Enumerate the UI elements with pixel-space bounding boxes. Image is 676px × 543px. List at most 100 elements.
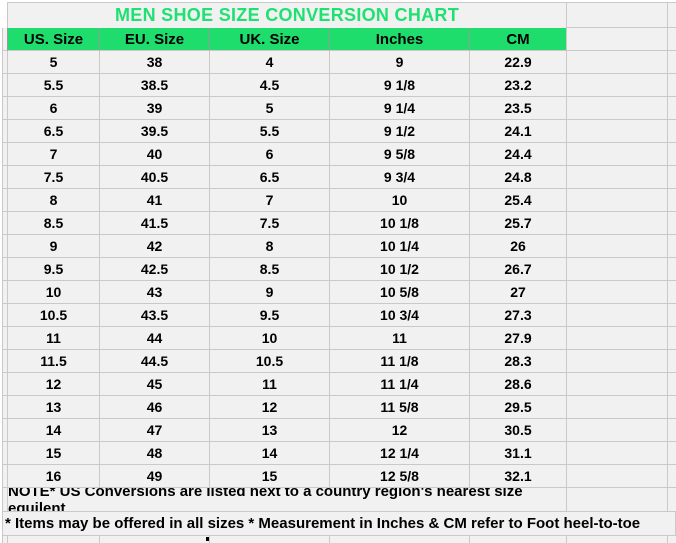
table-row: 6 39 5 9 1/4 23.5: [2, 97, 676, 120]
cell-cm: 26: [470, 235, 567, 258]
row-right-gutter: [668, 2, 676, 28]
cell-inches: 12: [330, 419, 470, 442]
note-text-2: * Items may be offered in all sizes * Me…: [2, 512, 676, 536]
cell-uk-size: 5: [210, 97, 330, 120]
table-row: 5 38 4 9 22.9: [2, 51, 676, 74]
row-left-gutter: [2, 304, 8, 327]
cell-inches: 9 1/2: [330, 120, 470, 143]
empty-cell: [567, 212, 668, 235]
cell-cm: 24.8: [470, 166, 567, 189]
empty-cell: [567, 281, 668, 304]
cell-cm: 28.6: [470, 373, 567, 396]
cell-eu-size: 42.5: [100, 258, 210, 281]
table-row: 9.5 42.5 8.5 10 1/2 26.7: [2, 258, 676, 281]
empty-cell: [567, 373, 668, 396]
table-body: 5 38 4 9 22.9 5.5 38.5 4.5 9 1/8 23.2 6 39 5 9 1/4 23.…: [2, 51, 676, 488]
row-left-gutter: [2, 396, 8, 419]
cell-us-size: 5.5: [8, 74, 100, 97]
cell-us-size: 11: [8, 327, 100, 350]
row-right-gutter: [668, 212, 676, 235]
row-left-gutter: [2, 120, 8, 143]
cell-cm: 31.1: [470, 442, 567, 465]
cell-uk-size: 12: [210, 396, 330, 419]
empty-cell: [567, 536, 668, 543]
row-right-gutter: [668, 419, 676, 442]
cell-uk-size: 10: [210, 327, 330, 350]
column-header-eu-size: EU. Size: [100, 28, 210, 51]
cell-eu-size: 46: [100, 396, 210, 419]
row-right-gutter: [668, 189, 676, 212]
table-row: 5.5 38.5 4.5 9 1/8 23.2: [2, 74, 676, 97]
cell-inches: 12 1/4: [330, 442, 470, 465]
table-header-row: US. Size EU. Size UK. Size Inches CM: [2, 28, 676, 51]
empty-cell: [210, 536, 330, 543]
table-row: 14 47 13 12 30.5: [2, 419, 676, 442]
column-header-uk-size: UK. Size: [210, 28, 330, 51]
empty-cell: [567, 350, 668, 373]
table-row: 10.5 43.5 9.5 10 3/4 27.3: [2, 304, 676, 327]
cell-eu-size: 38: [100, 51, 210, 74]
empty-cell: [567, 97, 668, 120]
row-right-gutter: [668, 465, 676, 488]
cell-cm: 22.9: [470, 51, 567, 74]
cell-cm: 27.9: [470, 327, 567, 350]
cell-cm: 27.3: [470, 304, 567, 327]
cell-inches: 11 1/8: [330, 350, 470, 373]
cell-us-size: 8.5: [8, 212, 100, 235]
cell-uk-size: 10.5: [210, 350, 330, 373]
column-header-us-size: US. Size: [8, 28, 100, 51]
note-row-2: * Items may be offered in all sizes * Me…: [2, 512, 676, 536]
empty-cell: [567, 488, 668, 512]
table-row: 8.5 41.5 7.5 10 1/8 25.7: [2, 212, 676, 235]
cell-eu-size: 41.5: [100, 212, 210, 235]
cell-inches: 10 3/4: [330, 304, 470, 327]
empty-cell: [567, 74, 668, 97]
table-row: 13 46 12 11 5/8 29.5: [2, 396, 676, 419]
cell-us-size: 9: [8, 235, 100, 258]
cell-uk-size: 9: [210, 281, 330, 304]
cell-eu-size: 39.5: [100, 120, 210, 143]
cell-eu-size: 40.5: [100, 166, 210, 189]
cell-uk-size: 4: [210, 51, 330, 74]
row-right-gutter: [668, 120, 676, 143]
cell-us-size: 13: [8, 396, 100, 419]
cell-inches: 10 1/4: [330, 235, 470, 258]
row-right-gutter: [668, 166, 676, 189]
table-row: 9 42 8 10 1/4 26: [2, 235, 676, 258]
empty-cell: [567, 396, 668, 419]
row-left-gutter: [2, 281, 8, 304]
empty-cell: [330, 536, 470, 543]
cell-uk-size: 11: [210, 373, 330, 396]
cell-eu-size: 49: [100, 465, 210, 488]
cell-uk-size: 5.5: [210, 120, 330, 143]
cell-uk-size: 15: [210, 465, 330, 488]
cell-cm: 30.5: [470, 419, 567, 442]
cell-cm: 24.4: [470, 143, 567, 166]
cell-uk-size: 9.5: [210, 304, 330, 327]
row-left-gutter: [2, 536, 8, 543]
cell-eu-size: 41: [100, 189, 210, 212]
empty-cell: [567, 143, 668, 166]
cell-us-size: 7: [8, 143, 100, 166]
table-row: 15 48 14 12 1/4 31.1: [2, 442, 676, 465]
row-left-gutter: [2, 442, 8, 465]
table-row: 11 44 10 11 27.9: [2, 327, 676, 350]
cell-eu-size: 48: [100, 442, 210, 465]
cell-eu-size: 42: [100, 235, 210, 258]
cell-us-size: 9.5: [8, 258, 100, 281]
row-right-gutter: [668, 396, 676, 419]
empty-cell: [8, 536, 100, 543]
cell-eu-size: 45: [100, 373, 210, 396]
cell-inches: 11 5/8: [330, 396, 470, 419]
cell-eu-size: 44: [100, 327, 210, 350]
cell-us-size: 10: [8, 281, 100, 304]
row-right-gutter: [668, 442, 676, 465]
row-left-gutter: [2, 465, 8, 488]
table-row: 11.5 44.5 10.5 11 1/8 28.3: [2, 350, 676, 373]
cell-inches: 10 1/2: [330, 258, 470, 281]
row-left-gutter: [2, 488, 8, 512]
cut-off-text-fragment: [206, 537, 209, 541]
row-right-gutter: [668, 327, 676, 350]
cell-cm: 27: [470, 281, 567, 304]
